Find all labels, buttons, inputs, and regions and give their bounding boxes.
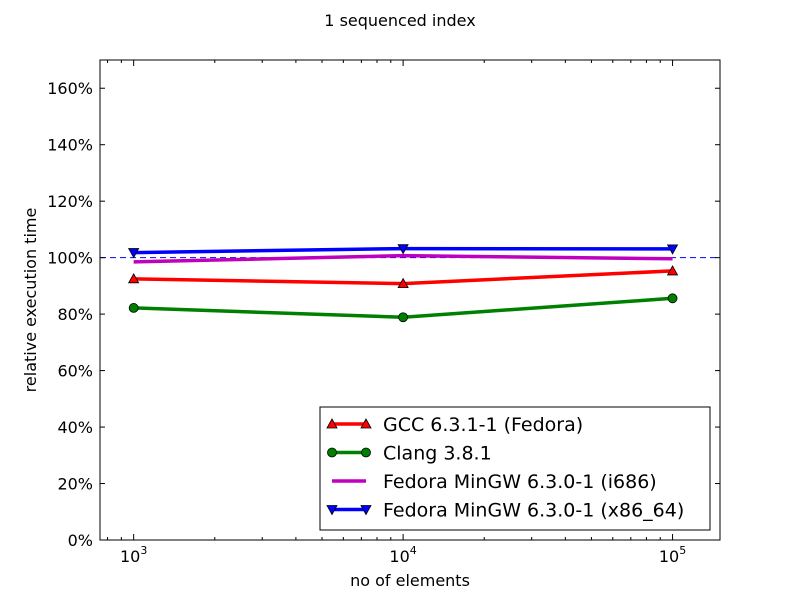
data-point <box>398 312 409 323</box>
legend-label: Clang 3.8.1 <box>383 443 492 465</box>
legend-marker <box>326 418 338 429</box>
x-tick-label: 103 <box>120 544 147 566</box>
legend: GCC 6.3.1-1 (Fedora) Clang 3.8.1 Fedora Mi… <box>319 406 711 531</box>
y-tick-label: 100% <box>47 249 93 268</box>
series-3 <box>127 244 679 259</box>
y-tick-label: 0% <box>68 531 93 550</box>
legend-label: Fedora MinGW 6.3.0-1 (x86_64) <box>383 500 684 522</box>
y-tick-label: 160% <box>47 79 93 98</box>
legend-marker <box>361 447 371 458</box>
data-point <box>128 303 139 313</box>
legend-marker <box>360 418 372 429</box>
plot-frame <box>99 59 721 541</box>
data-point <box>667 293 678 304</box>
y-axis-label: relative execution time <box>21 208 40 393</box>
x-tick-label: 105 <box>659 544 686 566</box>
series-2 <box>133 253 673 264</box>
series-1 <box>128 293 678 323</box>
legend-marker <box>326 505 338 516</box>
x-axis-label: no of elements <box>350 571 470 590</box>
y-tick-label: 60% <box>57 362 93 381</box>
legend-label: Fedora MinGW 6.3.0-1 (i686) <box>383 471 657 493</box>
y-tick-label: 20% <box>57 475 93 494</box>
series-layer <box>127 244 679 323</box>
data-point <box>666 265 679 276</box>
legend-box <box>319 406 711 531</box>
series-0 <box>127 265 679 289</box>
chart-title: 1 sequenced index <box>324 11 475 30</box>
data-point <box>666 244 679 255</box>
y-tick-label: 80% <box>57 305 93 324</box>
x-tick-label: 104 <box>389 544 416 566</box>
data-point <box>127 272 140 284</box>
legend-label: GCC 6.3.1-1 (Fedora) <box>383 414 583 436</box>
data-point <box>397 244 409 255</box>
y-tick-label: 120% <box>47 192 93 211</box>
y-axis-ticks: 0% 20% 40% 60% 80% 100% 120% 140% 160% <box>47 79 720 550</box>
data-point <box>397 277 409 289</box>
x-axis-ticks: 103 104 105 <box>107 60 686 566</box>
data-point <box>127 248 140 259</box>
y-tick-label: 140% <box>47 136 93 155</box>
legend-marker <box>327 447 337 458</box>
legend-marker <box>360 505 372 516</box>
series-line <box>133 253 673 264</box>
y-tick-label: 40% <box>57 418 93 437</box>
